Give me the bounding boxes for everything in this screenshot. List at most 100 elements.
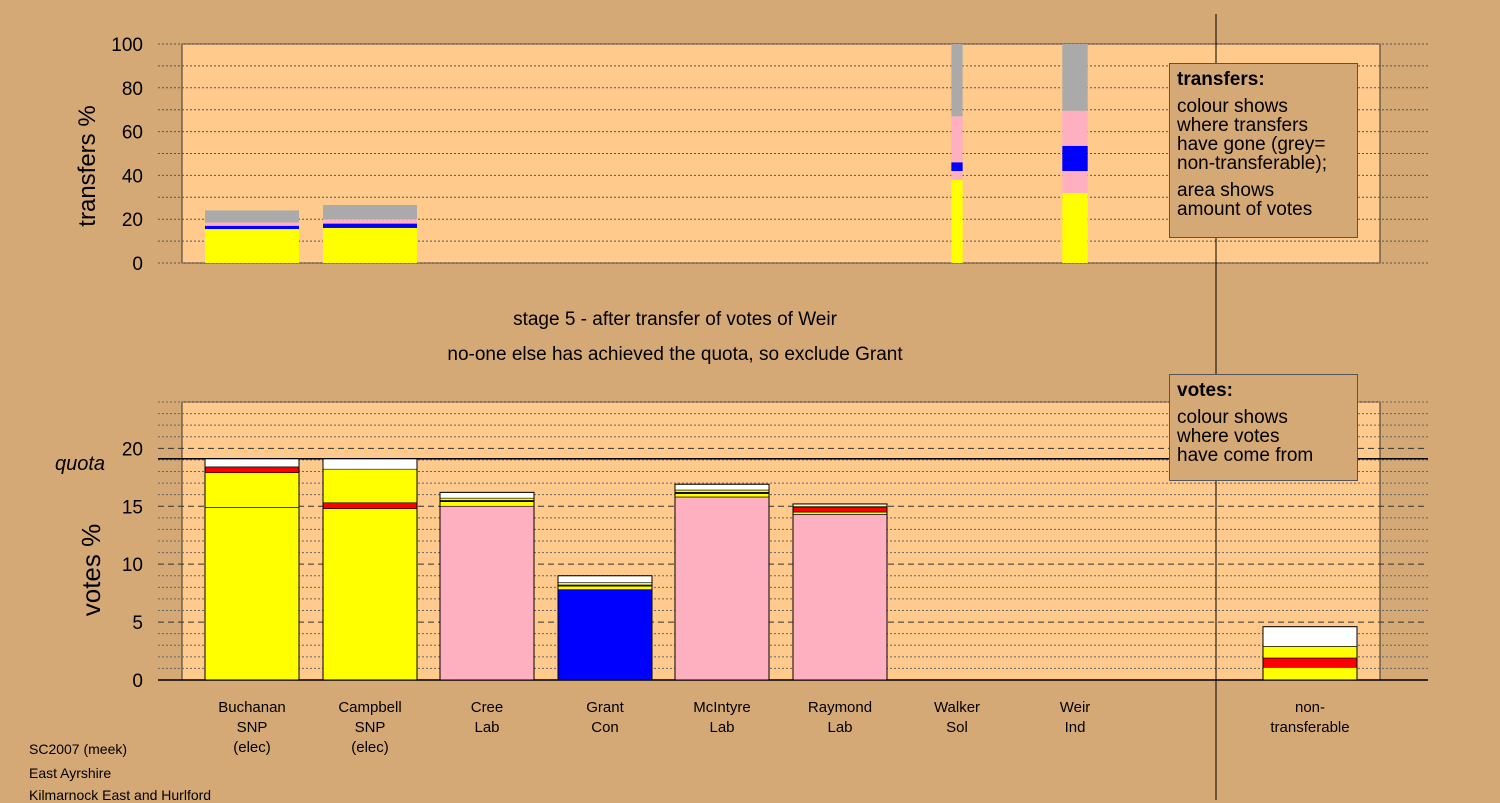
votes-legend-title: votes: [1177, 380, 1233, 401]
vote-bar-outline [322, 458, 418, 681]
nontransferable-label-1: non- [1295, 699, 1325, 716]
vote-segment-ld [792, 507, 888, 513]
transfers-tick-label: 40 [122, 166, 143, 187]
transfers-tick-label: 80 [122, 79, 143, 100]
vote-bar-outline [557, 575, 653, 681]
nontransferable-label-2: transferable [1270, 719, 1349, 736]
candidate-label: Raymond [808, 699, 872, 716]
vote-segment-snp [439, 497, 535, 501]
vote-bar-outline [792, 503, 888, 681]
votes-axis-label: votes % [76, 524, 106, 617]
vote-segment-snp [204, 472, 300, 508]
candidate-label: Lab [827, 719, 852, 736]
candidate-label: (elec) [233, 739, 271, 756]
stage-title: stage 5 - after transfer of votes of Wei… [513, 309, 838, 330]
vote-segment-lab [674, 496, 770, 681]
votes-legend: votes: colour shows where votes have com… [1169, 374, 1358, 481]
footer-line: Kilmarnock East and Hurlford [29, 787, 212, 803]
vote-segment-con [557, 589, 653, 681]
transfers-legend: transfers: colour shows where transfers … [1169, 63, 1358, 238]
vote-bar-outline [674, 483, 770, 681]
candidate-label: Con [591, 719, 619, 736]
candidate-labels: Buchanan SNP (elec) Campbell SNP (elec) Cree La… [218, 699, 1090, 756]
votes-tick-label: 5 [132, 613, 143, 634]
transfers-legend-line: non-transferable); [1177, 153, 1327, 174]
votes-tick-label: 15 [122, 497, 143, 518]
votes-tick-label: 20 [122, 439, 143, 460]
vote-segment-snp [439, 501, 535, 507]
footer-line: East Ayrshire [29, 765, 112, 781]
quota-label: quota [55, 453, 105, 475]
vote-segment-other [557, 575, 653, 583]
transfers-legend-title: transfers: [1177, 69, 1265, 90]
transfer-segment-lab [1062, 110, 1088, 146]
candidate-label: Lab [709, 719, 734, 736]
candidate-label: (elec) [351, 739, 389, 756]
vote-bar-outline [439, 491, 535, 681]
transfer-segment-con [951, 162, 963, 172]
vote-segment-other [1262, 626, 1358, 647]
transfer-segment-lab [951, 171, 963, 180]
transfers-tick-label: 100 [111, 35, 143, 56]
candidate-label: Ind [1065, 719, 1086, 736]
vote-segment-snp [1262, 646, 1358, 659]
vote-segment-other [322, 458, 418, 470]
vote-segment-snp [322, 508, 418, 681]
footer-line: SC2007 (meek) [29, 741, 128, 757]
vote-bar-outline [1262, 626, 1358, 681]
vote-segment-snp [674, 493, 770, 498]
stage-subtitle: no-one else has achieved the quota, so e… [447, 344, 903, 365]
vote-segment-other [439, 492, 535, 499]
transfer-segment-snp [951, 179, 963, 263]
vote-bar-outline [204, 458, 300, 681]
votes-tick-label: 0 [132, 671, 143, 692]
transfers-legend-line: where transfers [1177, 115, 1308, 136]
vote-segment-other [204, 458, 300, 468]
transfer-segment-con [1062, 145, 1088, 172]
candidate-label: Sol [946, 719, 968, 736]
transfers-tick-label: 20 [122, 210, 143, 231]
transfer-segment-con [323, 223, 417, 228]
transfers-tick-label: 0 [132, 254, 143, 275]
votes-tick-label: 10 [122, 555, 143, 576]
vote-segment-snp [557, 582, 653, 586]
vote-segment-lab [792, 514, 888, 681]
candidate-label: Campbell [338, 699, 401, 716]
vote-segment-snp [204, 507, 300, 681]
transfers-axis-label: transfers % [74, 105, 101, 226]
transfer-segment-lab [1062, 171, 1088, 193]
candidate-label: SNP [237, 719, 268, 736]
transfer-segment-non_transferable [323, 204, 417, 220]
transfers-tick-label: 60 [122, 123, 143, 144]
vote-segment-snp [674, 489, 770, 493]
candidate-label: Cree [471, 699, 504, 716]
transfer-segment-lab [323, 219, 417, 224]
vote-segment-snp [322, 468, 418, 504]
votes-legend-line: have come from [1177, 445, 1314, 466]
transfer-segment-snp [1062, 192, 1088, 263]
transfer-segment-non_transferable [205, 210, 299, 223]
transfers-legend-line: have gone (grey= [1177, 134, 1326, 155]
transfer-segment-non_transferable [1062, 44, 1088, 111]
vote-segment-other [674, 483, 770, 491]
candidate-label: Weir [1060, 699, 1091, 716]
transfers-legend-line: area shows [1177, 180, 1275, 201]
transfer-segment-non_transferable [951, 44, 963, 117]
vote-segment-ld [204, 466, 300, 473]
transfer-segment-lab [951, 116, 963, 163]
votes-legend-line: colour shows [1177, 407, 1288, 428]
transfer-segment-con [205, 225, 299, 230]
candidate-label: Buchanan [218, 699, 286, 716]
candidate-label: McIntyre [693, 699, 751, 716]
votes-legend-line: where votes [1177, 426, 1280, 447]
candidate-label: Walker [934, 699, 980, 716]
vote-segment-lab [439, 505, 535, 681]
transfer-segment-lab [205, 222, 299, 226]
transfer-segment-snp [323, 227, 417, 263]
transfer-segment-snp [205, 229, 299, 263]
candidate-label: Grant [586, 699, 624, 716]
candidate-label: Lab [474, 719, 499, 736]
vote-segment-ld [322, 502, 418, 509]
transfers-legend-line: amount of votes [1177, 199, 1313, 220]
vote-segment-ld [1262, 657, 1358, 668]
